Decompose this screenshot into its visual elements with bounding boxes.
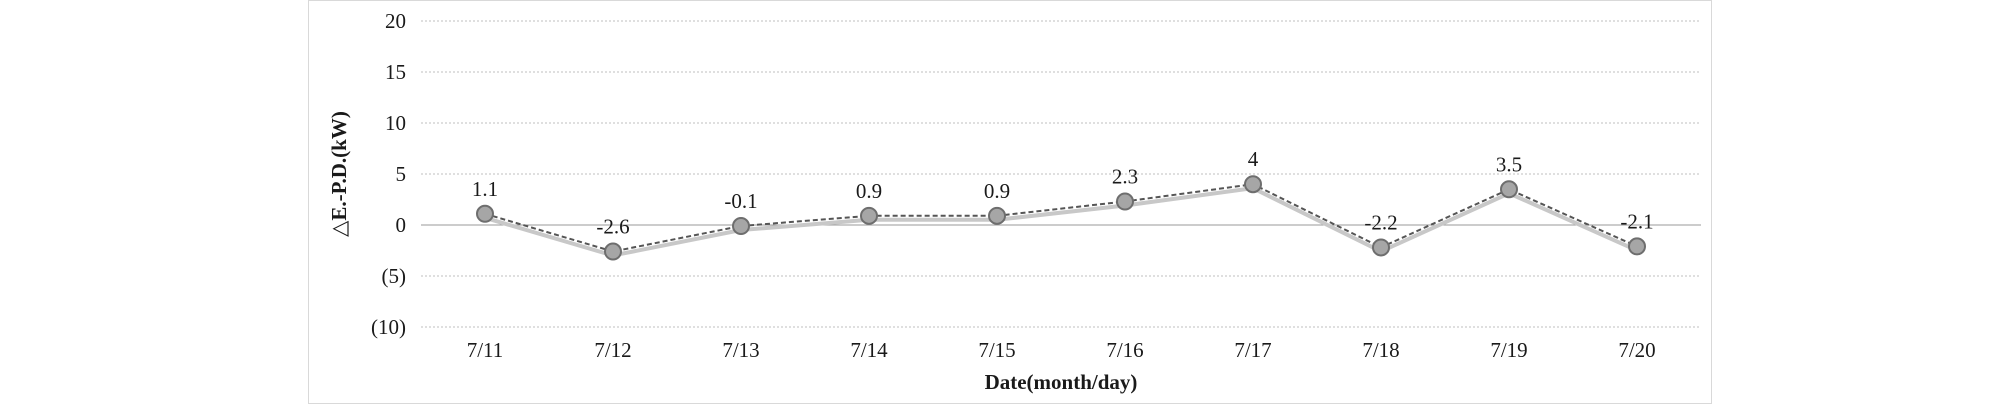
data-label: 1.1 <box>472 177 498 201</box>
data-point <box>1372 238 1390 257</box>
series-line-shadow <box>484 186 1638 258</box>
data-point <box>476 204 494 223</box>
x-axis-title: Date(month/day) <box>985 370 1138 394</box>
x-tick-label: 7/20 <box>1618 338 1655 362</box>
data-point <box>1500 180 1518 199</box>
x-axis-ticks: 7/11 7/12 7/13 7/14 7/15 7/16 7/17 7/18 7/19 7/20 <box>467 338 1656 362</box>
data-point <box>1628 237 1646 256</box>
x-tick-label: 7/16 <box>1106 338 1143 362</box>
y-tick-label: (10) <box>371 315 406 339</box>
y-axis-title: △E.-P.D.(kW) <box>327 111 351 237</box>
gridlines <box>421 20 1701 328</box>
line-chart: 20 15 10 5 0 (5) (10) 7/11 7/12 7/13 7/14 7/15 7/16… <box>327 9 1701 394</box>
y-tick-label: (5) <box>382 264 407 288</box>
x-tick-label: 7/17 <box>1234 338 1271 362</box>
series-points <box>476 175 1646 261</box>
x-tick-label: 7/18 <box>1362 338 1399 362</box>
data-label: -2.2 <box>1364 210 1397 234</box>
x-tick-label: 7/19 <box>1490 338 1527 362</box>
data-label: 0.9 <box>984 179 1010 203</box>
x-tick-label: 7/13 <box>722 338 759 362</box>
y-axis-ticks: 20 15 10 5 0 (5) (10) <box>371 9 406 339</box>
y-tick-label: 0 <box>396 213 407 237</box>
data-label: -2.6 <box>596 215 629 239</box>
data-label: 4 <box>1248 147 1259 171</box>
data-label: -2.1 <box>1620 209 1653 233</box>
data-point <box>988 206 1006 225</box>
y-tick-label: 20 <box>385 9 406 33</box>
data-point <box>1116 192 1134 211</box>
x-tick-label: 7/12 <box>594 338 631 362</box>
data-label: 2.3 <box>1112 165 1138 189</box>
data-point <box>1244 175 1262 194</box>
series-lines <box>484 183 1638 258</box>
x-tick-label: 7/15 <box>978 338 1015 362</box>
x-tick-label: 7/14 <box>850 338 888 362</box>
data-point <box>860 206 878 225</box>
x-tick-label: 7/11 <box>467 338 504 362</box>
data-point <box>732 217 750 236</box>
y-tick-label: 5 <box>396 162 407 186</box>
y-tick-label: 15 <box>385 60 406 84</box>
data-label: 3.5 <box>1496 152 1522 176</box>
data-point <box>604 242 622 261</box>
y-tick-label: 10 <box>385 111 406 135</box>
series-line <box>484 183 1638 253</box>
data-label: 0.9 <box>856 179 882 203</box>
data-label: -0.1 <box>724 189 757 213</box>
data-labels: 1.1 -2.6 -0.1 0.9 0.9 2.3 4 -2.2 3.5 -2.1 <box>472 147 1654 238</box>
chart-frame: 20 15 10 5 0 (5) (10) 7/11 7/12 7/13 7/14 7/15 7/16… <box>308 0 1712 404</box>
